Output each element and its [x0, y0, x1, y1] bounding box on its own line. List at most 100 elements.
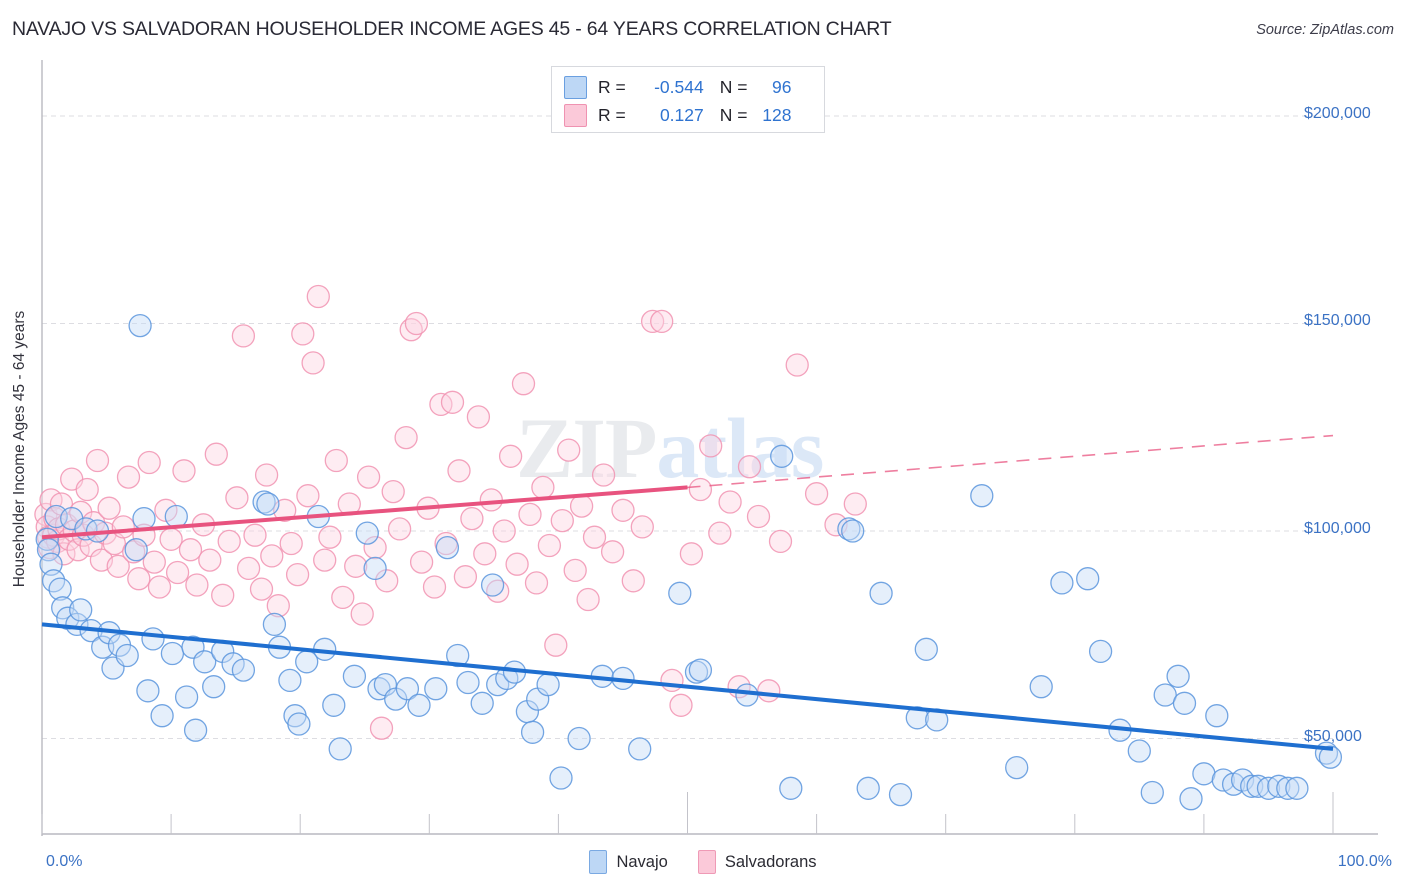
navajo-swatch-icon	[564, 75, 587, 99]
data-point	[460, 506, 484, 531]
data-point	[142, 550, 166, 574]
data-point	[520, 720, 545, 744]
data-point	[367, 677, 391, 701]
data-point	[1153, 683, 1177, 707]
data-point	[841, 519, 865, 543]
data-point	[1076, 567, 1100, 591]
data-point	[492, 519, 516, 543]
data-point	[48, 577, 72, 601]
data-point	[278, 668, 302, 693]
navajo-n-label: N =	[719, 76, 748, 97]
legend-item-salvadorans[interactable]: Salvadorans	[697, 850, 817, 874]
data-point	[363, 535, 387, 560]
legend-item-navajo[interactable]: Navajo	[589, 850, 668, 874]
data-point	[1205, 704, 1229, 728]
data-point	[375, 569, 399, 593]
data-point	[306, 284, 330, 309]
salvadoran-n-label: N =	[719, 104, 748, 125]
salvadoran-r-value: 0.127	[659, 104, 704, 125]
data-point	[174, 685, 199, 709]
data-point	[473, 542, 497, 566]
data-point	[660, 668, 684, 693]
data-point	[395, 677, 420, 701]
salvadoran-trendline-dashed	[687, 434, 1334, 489]
data-point	[536, 672, 560, 697]
data-point	[576, 587, 600, 612]
data-point	[369, 716, 394, 740]
data-point	[688, 477, 713, 502]
data-point	[888, 782, 913, 807]
salvadoran-points	[34, 284, 867, 740]
salvadoran-swatch-icon	[564, 103, 587, 127]
data-point	[318, 525, 342, 549]
data-point	[688, 658, 713, 682]
data-point	[75, 477, 99, 502]
data-point	[1127, 739, 1151, 763]
data-point	[287, 712, 311, 736]
data-point	[111, 515, 135, 539]
data-point	[91, 635, 115, 659]
data-point	[424, 677, 448, 701]
data-point	[1166, 664, 1190, 688]
navajo-r-label: R =	[598, 76, 626, 97]
x-axis-ticks	[41, 792, 1334, 834]
data-point	[1318, 745, 1343, 769]
data-point	[159, 527, 183, 551]
data-point	[563, 558, 587, 583]
data-point	[193, 650, 217, 674]
data-point	[231, 324, 256, 348]
data-point	[746, 504, 771, 529]
navajo-trendline	[41, 622, 1334, 751]
navajo-n-value: 96	[772, 76, 792, 97]
data-point	[600, 540, 625, 564]
data-point	[1240, 774, 1264, 798]
data-point	[231, 658, 256, 682]
data-point	[202, 675, 226, 699]
data-point	[322, 693, 346, 717]
y-tick-label: $150,000	[1304, 312, 1371, 330]
data-point	[905, 706, 929, 730]
data-point	[124, 538, 148, 562]
data-point	[164, 504, 188, 529]
stats-row-salvadoran: R = 0.127 N = 128	[564, 101, 814, 129]
data-point	[440, 390, 465, 414]
data-point	[498, 444, 523, 468]
data-point	[394, 425, 418, 450]
data-point	[147, 575, 172, 599]
data-point	[137, 450, 161, 475]
data-point	[356, 465, 381, 489]
data-point	[106, 554, 130, 578]
data-point	[211, 583, 235, 607]
data-point	[684, 660, 709, 684]
data-point	[650, 309, 674, 334]
salvadoran-n-value: 128	[762, 104, 792, 125]
data-point	[435, 535, 460, 560]
data-point	[291, 322, 315, 346]
data-point	[447, 459, 471, 483]
data-point	[557, 438, 581, 462]
data-point	[324, 448, 348, 473]
data-point	[1276, 776, 1300, 800]
data-point	[511, 372, 536, 396]
data-point	[1192, 762, 1216, 786]
data-point	[204, 442, 228, 466]
data-point	[582, 525, 607, 549]
data-point	[331, 585, 355, 610]
data-point	[266, 594, 290, 618]
data-point	[342, 664, 367, 688]
data-point	[718, 490, 742, 514]
data-point	[628, 737, 652, 761]
data-point	[567, 726, 591, 751]
data-point	[768, 529, 793, 554]
data-point	[1179, 787, 1203, 811]
x-axis-max-label: 100.0%	[1337, 853, 1392, 870]
data-point	[217, 529, 241, 554]
data-point	[85, 448, 110, 473]
data-point	[150, 704, 174, 728]
data-point	[178, 538, 203, 562]
x-axis-min-label: 0.0%	[46, 853, 83, 870]
data-point	[569, 494, 594, 518]
data-point	[757, 679, 781, 703]
navajo-legend-swatch-icon	[589, 850, 608, 874]
